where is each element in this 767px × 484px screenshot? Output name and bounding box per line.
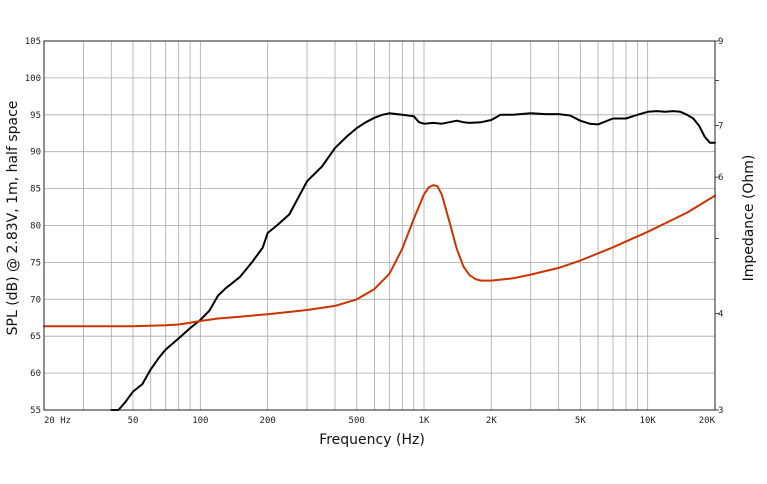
x-tick-label: 50 <box>128 416 139 426</box>
y-tick-label: 75 <box>30 258 41 268</box>
y-tick-label: 100 <box>25 74 41 84</box>
x-tick-label: 10K <box>640 416 657 426</box>
y-tick-label: 90 <box>30 148 41 158</box>
x-axis-title: Frequency (Hz) <box>319 432 425 448</box>
x-tick-label: 2K <box>486 416 497 426</box>
y-tick-label: 95 <box>30 111 41 121</box>
y-tick-label: 85 <box>30 185 41 195</box>
tick-labels: 55 60 65 70 75 80 85 90 95 100 105 3 4 6 7 9 20 Hz 50 100 2… <box>25 37 724 426</box>
y2-tick-label: 6 <box>718 173 723 183</box>
y-tick-label: 80 <box>30 222 41 232</box>
y2-tick-label: 3 <box>718 406 723 416</box>
grid-lines <box>44 41 715 410</box>
x-tick-label: 100 <box>192 416 208 426</box>
x-tick-label: 5K <box>575 416 586 426</box>
y2-tick-label: 7 <box>718 121 723 131</box>
series-layer <box>43 110 716 411</box>
y2-tick-label: 9 <box>718 37 723 47</box>
y-tick-label: 55 <box>30 406 41 416</box>
x-tick-label: 20K <box>699 416 716 426</box>
spl-response-line <box>110 110 716 411</box>
plot-frame <box>43 40 716 411</box>
x-tick-label: 1K <box>419 416 430 426</box>
y-tick-label: 65 <box>30 332 41 342</box>
y-tick-label: 60 <box>30 369 41 379</box>
x-tick-label: 200 <box>260 416 276 426</box>
y2-axis-title: Impedance (Ohm) <box>741 155 757 282</box>
x-tick-label: 20 Hz <box>44 416 71 426</box>
impedance-line <box>43 184 716 328</box>
y-tick-label: 105 <box>25 37 41 47</box>
y-tick-label: 70 <box>30 295 41 305</box>
y2-tick-label: 4 <box>718 309 723 319</box>
x-tick-label: 500 <box>349 416 365 426</box>
y-axis-title: SPL (dB) @ 2.83V, 1m, half space <box>5 101 21 336</box>
